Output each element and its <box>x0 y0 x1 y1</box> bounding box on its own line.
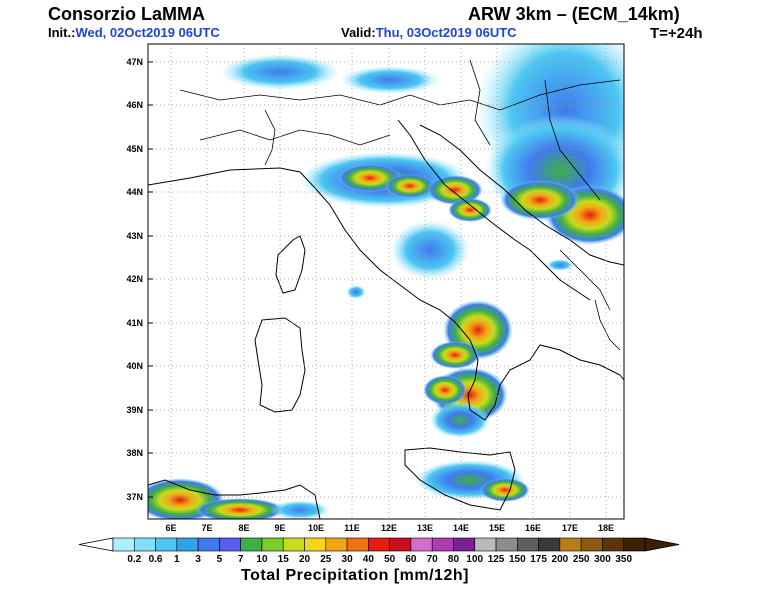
colorbar-swatch <box>346 537 369 552</box>
colorbar-level-label: 50 <box>384 554 396 565</box>
colorbar-level-label: 0.6 <box>149 554 163 565</box>
colorbar-level-label: 250 <box>573 554 590 565</box>
colorbar-arrow-right <box>644 537 680 552</box>
colorbar-swatch <box>495 537 518 552</box>
colorbar-level-label: 30 <box>342 554 354 565</box>
colorbar-level-label: 80 <box>448 554 460 565</box>
lon-label: 15E <box>489 523 505 533</box>
precipitation-field <box>148 44 624 519</box>
lon-label: 18E <box>598 523 614 533</box>
map-frame <box>147 43 625 520</box>
colorbar-swatch <box>155 537 178 552</box>
lat-label: 42N <box>126 274 143 284</box>
lat-label: 43N <box>126 231 143 241</box>
lat-ticks <box>148 61 153 498</box>
coastlines <box>148 59 624 519</box>
lat-label: 39N <box>126 405 143 415</box>
lat-label: 37N <box>126 492 143 502</box>
colorbar-swatch <box>538 537 561 552</box>
lon-label: 9E <box>274 523 285 533</box>
valid-time: Valid:Thu, 03Oct2019 06UTC <box>341 25 517 40</box>
lon-label: 13E <box>417 523 433 533</box>
colorbar-arrow-left <box>78 537 114 552</box>
colorbar-level-label: 5 <box>217 554 223 565</box>
valid-label: Valid: <box>341 25 376 40</box>
colorbar-swatch <box>559 537 582 552</box>
colorbar-level-label: 15 <box>278 554 290 565</box>
init-value: Wed, 02Oct2019 06UTC <box>75 25 220 40</box>
colorbar-level-label: 10 <box>256 554 268 565</box>
colorbar-level-label: 70 <box>427 554 439 565</box>
lon-label: 10E <box>308 523 324 533</box>
lat-gridlines <box>148 61 624 498</box>
colorbar-level-label: 25 <box>320 554 332 565</box>
colorbar-level-label: 350 <box>615 554 632 565</box>
lat-label: 41N <box>126 318 143 328</box>
colorbar-level-label: 200 <box>552 554 569 565</box>
colorbar-level-label: 3 <box>195 554 201 565</box>
colorbar-level-label: 60 <box>405 554 417 565</box>
colorbar-title: Total Precipitation [mm/12h] <box>241 567 469 584</box>
colorbar-swatch <box>580 537 603 552</box>
lon-label: 16E <box>525 523 541 533</box>
agency-title: Consorzio LaMMA <box>48 4 205 24</box>
colorbar-swatch <box>304 537 327 552</box>
lon-label: 7E <box>201 523 212 533</box>
colorbar-swatch <box>240 537 263 552</box>
valid-value: Thu, 03Oct2019 06UTC <box>375 25 517 40</box>
colorbar <box>78 537 680 552</box>
lat-label: 38N <box>126 448 143 458</box>
colorbar-swatch <box>453 537 476 552</box>
colorbar-level-label: 175 <box>530 554 547 565</box>
model-title: ARW 3km – (ECM_14km) <box>468 4 680 24</box>
lat-label: 47N <box>126 57 143 67</box>
init-label: Init.: <box>48 25 76 40</box>
colorbar-swatch <box>197 537 220 552</box>
colorbar-swatch <box>474 537 497 552</box>
lat-labels: 47N 46N 45N 44N 43N 42N 41N 40N 39N 38N … <box>126 57 143 502</box>
colorbar-swatch <box>133 537 156 552</box>
lead-time: T=+24h <box>650 25 703 42</box>
colorbar-level-label: 0.2 <box>127 554 141 565</box>
colorbar-swatch <box>282 537 305 552</box>
lat-label: 46N <box>126 100 143 110</box>
lat-label: 44N <box>126 187 143 197</box>
lon-label: 14E <box>453 523 469 533</box>
colorbar-swatch <box>431 537 454 552</box>
lon-labels: 6E 7E 8E 9E 10E 11E 12E 13E 14E 15E 16E … <box>165 523 614 533</box>
colorbar-level-label: 125 <box>488 554 505 565</box>
colorbar-level-label: 7 <box>238 554 244 565</box>
colorbar-labels: 0.2 0.6 1 3 5 7 10 15 20 25 30 40 50 60 70 80 100 125 150 1… <box>127 554 632 565</box>
colorbar-level-label: 1 <box>174 554 180 565</box>
colorbar-swatch <box>623 537 646 552</box>
colorbar-level-label: 150 <box>509 554 526 565</box>
lon-label: 8E <box>238 523 249 533</box>
colorbar-swatch <box>368 537 390 552</box>
lon-label: 11E <box>344 523 360 533</box>
colorbar-level-label: 40 <box>363 554 375 565</box>
lon-label: 6E <box>165 523 176 533</box>
colorbar-level-label: 20 <box>299 554 311 565</box>
colorbar-swatch <box>325 537 348 552</box>
colorbar-swatch <box>389 537 412 552</box>
lon-label: 12E <box>381 523 397 533</box>
colorbar-level-label: 300 <box>594 554 611 565</box>
colorbar-swatch <box>602 537 625 552</box>
init-time: Init.:Wed, 02Oct2019 06UTC <box>48 25 220 40</box>
colorbar-swatch <box>112 537 135 552</box>
colorbar-level-label: 100 <box>466 554 483 565</box>
lat-label: 45N <box>126 144 143 154</box>
colorbar-swatch <box>261 537 284 552</box>
lat-label: 40N <box>126 361 143 371</box>
colorbar-swatch <box>176 537 199 552</box>
colorbar-swatch <box>219 537 241 552</box>
colorbar-swatch <box>517 537 539 552</box>
lon-label: 17E <box>562 523 578 533</box>
colorbar-swatch <box>410 537 433 552</box>
